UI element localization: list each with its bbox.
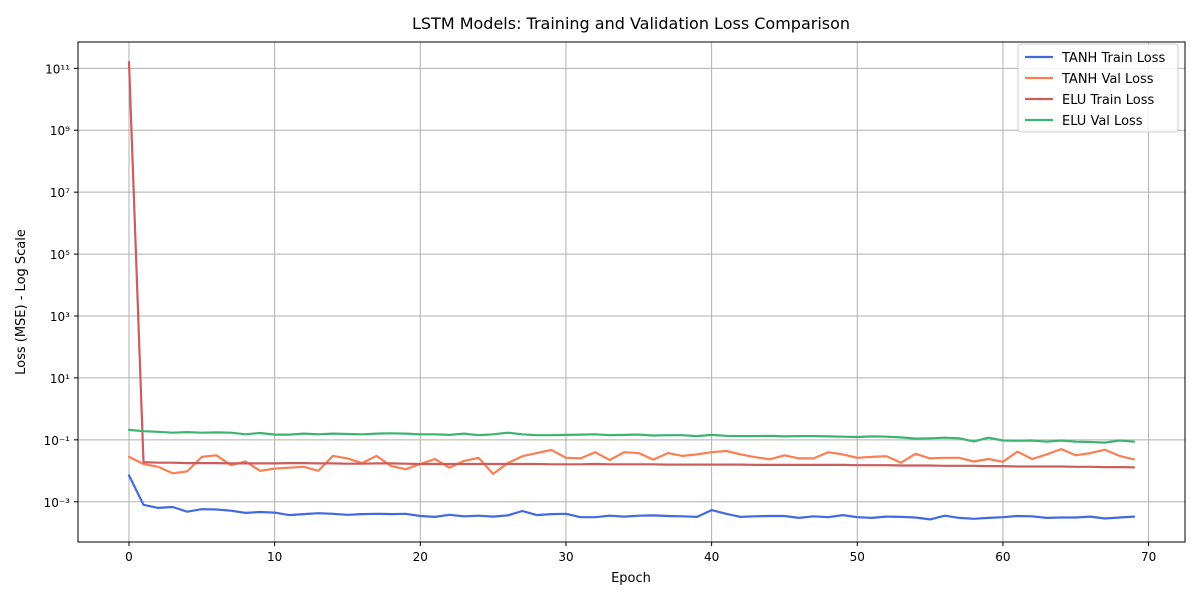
legend-label-tanh-val-loss: TANH Val Loss — [1061, 72, 1154, 87]
x-tick-label: 60 — [995, 550, 1010, 564]
series-line-tanh-val-loss — [127, 448, 1136, 475]
x-axis-label: Epoch — [611, 571, 651, 586]
y-tick-label: 10³ — [50, 310, 70, 324]
legend-label-tanh-train-loss: TANH Train Loss — [1061, 51, 1166, 66]
legend-label-elu-val-loss: ELU Val Loss — [1062, 114, 1143, 129]
series-layer — [127, 60, 1136, 521]
y-tick-label: 10⁹ — [50, 124, 70, 138]
y-tick-label: 10⁷ — [50, 186, 70, 200]
tick-layer: 0 10 20 30 40 50 60 70 10⁻³ 10⁻¹ 10¹ 10³ 10⁵ 10⁷ 10⁹ 10… — [44, 62, 1157, 564]
chart-title: LSTM Models: Training and Validation Los… — [412, 14, 850, 33]
y-tick-label: 10¹¹ — [45, 62, 70, 76]
y-tick-label: 10⁵ — [50, 248, 70, 262]
y-tick-label: 10¹ — [50, 372, 70, 386]
series-line-elu-val-loss — [127, 428, 1136, 444]
y-axis-label: Loss (MSE) - Log Scale — [14, 229, 29, 375]
legend-label-elu-train-loss: ELU Train Loss — [1062, 93, 1155, 108]
legend-box — [1017, 43, 1179, 133]
x-tick-label: 70 — [1141, 550, 1156, 564]
x-tick-label: 40 — [704, 550, 719, 564]
x-tick-label: 50 — [850, 550, 865, 564]
x-tick-label: 20 — [413, 550, 428, 564]
x-tick-label: 30 — [558, 550, 573, 564]
x-tick-label: 10 — [267, 550, 282, 564]
plot-frame — [77, 41, 1186, 543]
y-tick-label: 10⁻³ — [44, 496, 71, 510]
series-line-tanh-train-loss — [127, 474, 1136, 521]
x-tick-label: 0 — [125, 550, 133, 564]
series-line-elu-train-loss — [127, 60, 1136, 469]
legend: TANH Train Loss TANH Val Loss ELU Train Lo… — [1017, 43, 1179, 133]
y-tick-label: 10⁻¹ — [44, 434, 71, 448]
